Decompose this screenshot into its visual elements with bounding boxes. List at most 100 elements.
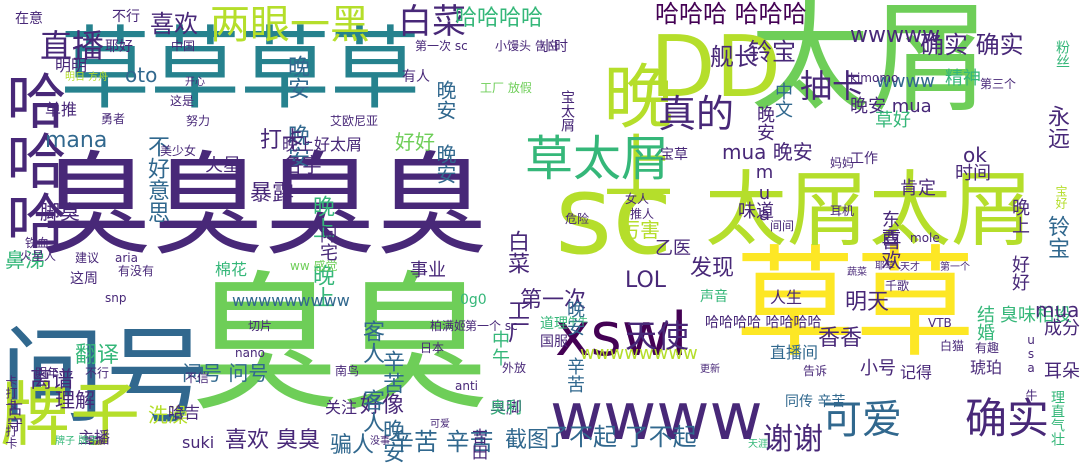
word: 艾欧尼亚 [330,114,379,128]
word: 离谱 [30,368,75,393]
word: 中文 [772,82,793,118]
word: 晚上 晚上 [309,195,334,308]
word: 成分 [1044,318,1080,339]
word: mana [45,128,108,153]
word: 明天 [845,290,890,315]
word: 名字 [282,153,322,177]
word: 千歌 [885,279,910,293]
word: 臭味相投 [1000,305,1072,326]
word: 女人 [625,192,650,206]
word: 卡打卡 打卡 [4,375,18,449]
word: 发现 [690,256,735,281]
word: 晚上 [592,60,674,200]
word: 棉花 [215,260,248,279]
word: 哈哈哈哈 [455,6,544,31]
word: 肯定 [900,178,936,199]
word: 乙医 [655,238,691,259]
word: 火星 [205,155,241,176]
word: mua [1035,298,1080,322]
word: 工厂 放假 [480,81,532,95]
word: 辛苦 晚安 [379,350,404,463]
word: 粉丝 [1054,40,1070,68]
word: 铃宝 [748,38,796,66]
word: 第一次 sc [415,39,468,53]
word: 有趣 [975,341,1000,355]
word: 哈哈哈 [0,70,66,250]
word: 不行 [112,9,140,25]
word: 柏满姬 [430,319,467,333]
word: wwww [876,71,935,92]
word: 宝草 [660,147,688,163]
word: 明日 方舟 [65,72,109,83]
word: 哈吉 [168,403,201,422]
word: mole [910,231,940,245]
word: 推人 [630,207,655,221]
word: 喜欢 [150,10,198,38]
word: 国服 [540,334,568,350]
word: 舰长 [710,43,758,71]
word: 有人 [402,69,430,85]
word: mua 晚安 [722,140,813,164]
word: 天涯 [748,439,768,450]
word: 草好 [875,110,911,131]
word: 永远 [1044,105,1069,149]
word: 打卡 [260,128,305,153]
word: 牌子 [0,374,140,456]
word: 谢谢 [763,422,823,457]
word: 东西 [879,210,900,246]
word: 0g0 [460,292,487,308]
word: 客人 客人 [359,320,384,433]
word: 铃宝 [1044,215,1069,259]
word: 辛苦 辛苦 [390,428,494,456]
word: 了不起 了不起 [545,423,697,451]
word: 太屑太屑 [705,163,1034,258]
word: 建议 [75,251,100,265]
word: 第一个 sc [465,319,518,333]
word: 小号 [860,358,896,379]
word: 工作 [850,151,878,167]
word: wwwww [850,23,940,48]
word: 关注 [325,398,358,417]
word: 好像 [360,393,405,418]
word: suki [182,433,215,452]
word: 确实 确实 [920,31,1024,59]
word: 直播 [40,27,105,65]
word: oto [125,63,158,87]
word: 勇者 [101,112,126,126]
word: 臭臭臭臭 [40,141,488,271]
word: 蔬菜 [847,267,867,278]
word: 宝太屑 [559,90,575,132]
word: 洗澡 [148,403,188,427]
word: wwwwwwww [580,343,698,364]
word: 危险 [565,212,590,226]
word: 这周 [70,271,98,287]
word: 截图 [505,428,550,453]
word: 小时 [540,39,568,55]
word: 主播 [78,428,111,447]
word: 太屑 [750,0,990,129]
word: 晚安 晚安 [433,80,457,184]
word: 臭脚 [490,398,523,417]
word: 记得 [900,363,933,382]
word: 事业 [410,260,446,281]
word: 开心 [185,77,205,88]
word: sc [555,151,673,279]
word: 暴露 [250,181,295,206]
word: 宝好 [1054,185,1068,209]
word: 味道 [738,201,774,222]
word: 理直气壮 [1049,390,1065,446]
word: 问号 问号 [182,361,269,385]
word: 琥珀 [970,358,1003,377]
word: 白菜 [398,2,466,42]
word: 第三个 [980,77,1017,91]
word: 草草 [735,235,975,374]
word: 确实 [965,394,1050,443]
word: 臭臭 [190,258,491,432]
word: kimomo [850,71,899,85]
word: anti [455,379,478,393]
word: snp [105,291,127,305]
word: 翻译 [75,343,120,368]
word: 两眼一黑 [210,2,370,48]
word: ok [963,143,987,167]
